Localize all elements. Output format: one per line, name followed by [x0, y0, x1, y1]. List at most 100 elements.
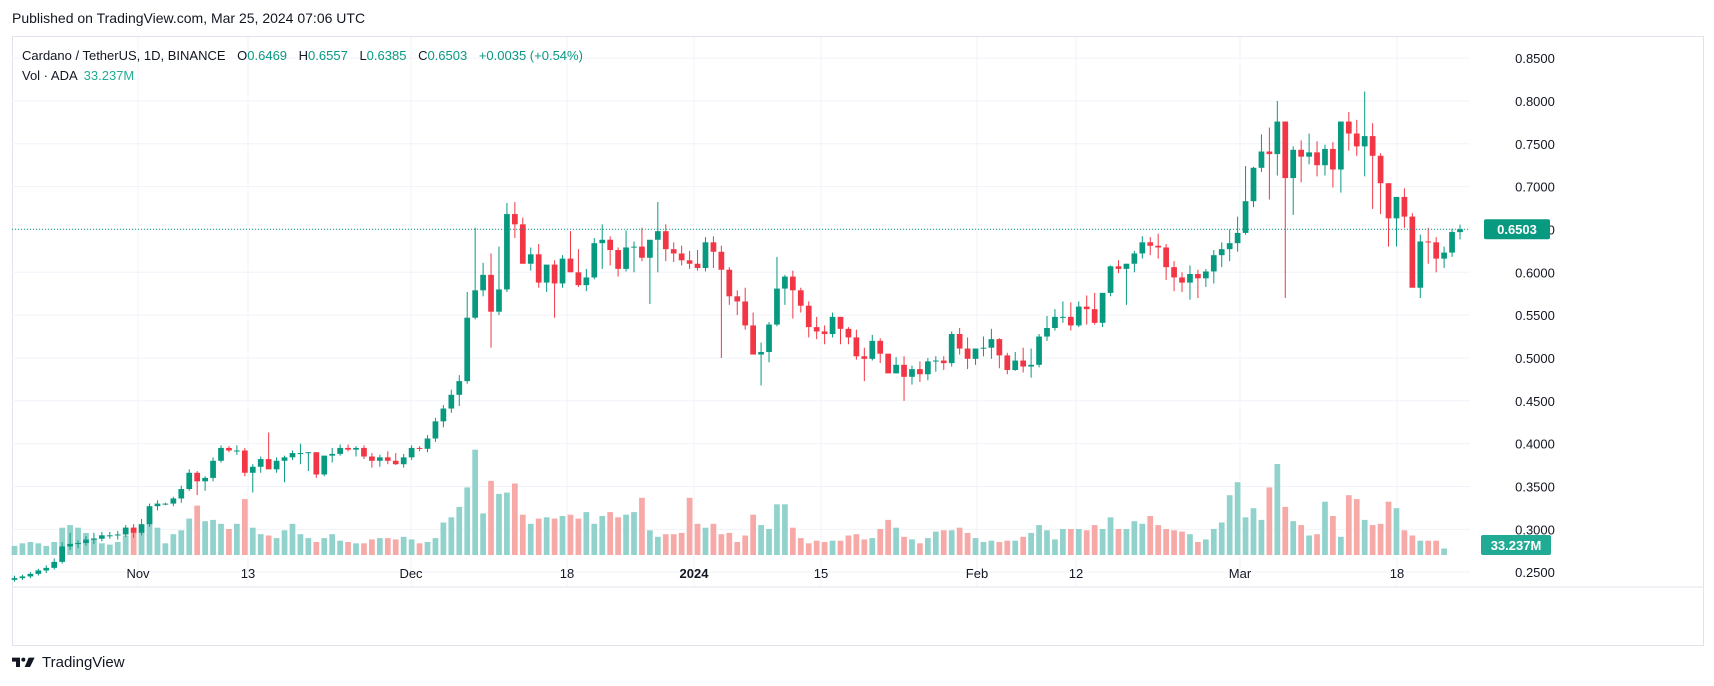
volume-bar	[162, 543, 169, 555]
candle-body	[75, 543, 81, 545]
tradingview-logo-icon	[12, 657, 35, 667]
candle-body	[1171, 267, 1177, 278]
candle-body	[972, 348, 979, 359]
volume-bar	[1099, 529, 1106, 555]
candle-body	[774, 288, 780, 325]
volume-bar	[194, 505, 201, 555]
volume-bar	[829, 540, 836, 555]
candle-body	[980, 347, 987, 349]
candle-body	[1369, 136, 1376, 156]
open-value: 0.6469	[247, 48, 288, 63]
candle-body	[432, 421, 439, 439]
volume-bar	[1345, 495, 1352, 555]
volume-bar	[1290, 521, 1297, 555]
candle-body	[670, 249, 677, 254]
volume-bar	[1067, 529, 1074, 555]
volume-bar	[1258, 519, 1265, 555]
candle-body	[837, 316, 844, 329]
volume-bar	[909, 539, 915, 555]
volume-bar	[59, 527, 66, 555]
candle-body	[599, 239, 606, 244]
candle-body	[988, 339, 995, 348]
volume-label[interactable]: Vol · ADA	[22, 68, 78, 83]
volume-bar	[1202, 539, 1209, 555]
volume-bar	[249, 527, 256, 555]
candle-body	[353, 447, 359, 450]
candle-body	[1298, 149, 1305, 157]
candle-body	[519, 224, 526, 264]
published-header: Published on TradingView.com, Mar 25, 20…	[12, 10, 366, 26]
candle-body	[964, 348, 971, 359]
volume-bar	[718, 534, 725, 555]
volume-bar	[313, 542, 320, 555]
last-volume-badge	[1481, 535, 1551, 555]
low-label: L	[359, 48, 367, 63]
candle-body	[1099, 292, 1106, 323]
candle-body	[1155, 245, 1162, 248]
candle-body	[1187, 274, 1193, 283]
candle-body	[345, 447, 351, 450]
volume-bar	[1377, 523, 1384, 555]
volume-bar	[170, 534, 177, 555]
candle-body	[170, 498, 177, 504]
x-tick-label: Mar	[1229, 566, 1252, 581]
candle-body	[416, 447, 423, 449]
volume-bar	[551, 518, 558, 555]
volume-bar	[1139, 523, 1146, 555]
candle-body	[162, 503, 169, 505]
volume-bar	[472, 449, 479, 555]
candle-body	[1234, 232, 1241, 244]
y-tick-label: 0.6000	[1515, 265, 1555, 280]
volume-bar	[448, 517, 455, 555]
symbol-label[interactable]: Cardano / TetherUS, 1D, BINANCE	[22, 48, 226, 63]
candle-body	[1179, 277, 1185, 283]
chart-frame[interactable]	[12, 36, 1704, 646]
y-tick-label: 0.5000	[1515, 351, 1555, 366]
candle-body	[678, 253, 685, 261]
candle-body	[1417, 241, 1424, 288]
volume-bar	[1266, 487, 1273, 555]
candle-body	[122, 527, 129, 535]
candle-body	[257, 459, 264, 467]
volume-bar	[1004, 540, 1011, 555]
volume-bar	[488, 480, 494, 555]
candle-body	[527, 254, 534, 264]
candle-body	[885, 353, 892, 374]
y-tick-label: 0.5500	[1515, 308, 1555, 323]
volume-bar	[1282, 506, 1289, 555]
volume-bar	[1091, 525, 1098, 555]
volume-bar	[1028, 532, 1034, 555]
volume-bar	[805, 543, 812, 555]
candle-body	[1449, 232, 1455, 253]
volume-bar	[504, 492, 510, 555]
candle-body	[718, 251, 725, 270]
candle-body	[1218, 249, 1225, 256]
candle-body	[956, 333, 963, 349]
candle-body	[1004, 355, 1011, 370]
candle-body	[1274, 121, 1281, 155]
volume-bar	[1385, 501, 1392, 555]
volume-bar	[146, 517, 153, 555]
candle-body	[1044, 327, 1050, 337]
candle-body	[583, 277, 590, 286]
volume-bar	[337, 540, 343, 555]
volume-bar	[1433, 540, 1440, 555]
candle-body	[1377, 155, 1384, 184]
volume-bar	[1115, 529, 1122, 555]
candle-body	[1052, 316, 1058, 328]
tradingview-brand[interactable]: TradingView	[12, 654, 125, 671]
volume-bar	[678, 532, 685, 555]
candle-body	[194, 472, 201, 482]
candle-body	[1083, 306, 1090, 310]
volume-bar	[1036, 525, 1042, 555]
volume-bar	[639, 497, 645, 555]
candle-body	[464, 317, 471, 382]
candle-body	[305, 452, 312, 454]
candle-body	[1123, 263, 1130, 269]
candle-body	[789, 276, 796, 291]
volume-bar	[766, 529, 772, 555]
candle-body	[448, 394, 455, 409]
last-price-label: 0.6503	[1497, 222, 1537, 237]
candle-body	[686, 260, 693, 264]
